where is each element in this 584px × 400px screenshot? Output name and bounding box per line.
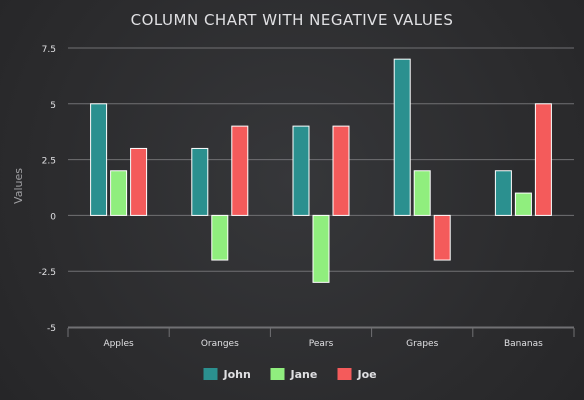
x-tick-label: Bananas: [504, 339, 543, 349]
bar-joe-oranges[interactable]: [231, 125, 249, 216]
x-axis: Apples Oranges Pears Grapes Bananas: [67, 327, 575, 349]
bar-john-apples[interactable]: [90, 103, 108, 216]
y-tick-label: 0: [50, 212, 56, 222]
y-tick-label: 5: [50, 101, 56, 111]
legend: John Jane Joe: [203, 368, 377, 381]
legend-swatch: [337, 368, 352, 380]
y-tick-label: -2.5: [38, 268, 56, 278]
bar-john-bananas[interactable]: [494, 170, 512, 216]
legend-label: John: [223, 368, 251, 381]
legend-item-john[interactable]: John: [203, 368, 251, 381]
bar-john-pears[interactable]: [292, 125, 310, 216]
y-tick-label: 7.5: [42, 45, 56, 55]
x-tick-label: Grapes: [406, 339, 438, 349]
x-tick-label: Apples: [103, 339, 134, 349]
bar-joe-grapes[interactable]: [433, 214, 451, 261]
x-tick-label: Pears: [309, 339, 334, 349]
x-tick-label: Oranges: [201, 339, 239, 349]
bar-jane-pears[interactable]: [312, 214, 330, 283]
legend-label: Joe: [357, 368, 377, 381]
bars: [90, 58, 552, 283]
y-axis-ticks: -5 -2.5 0 2.5 5 7.5: [38, 45, 56, 334]
legend-label: Jane: [290, 368, 318, 381]
legend-item-joe[interactable]: Joe: [337, 368, 377, 381]
y-tick-label: 2.5: [42, 157, 56, 167]
bar-joe-bananas[interactable]: [534, 103, 552, 216]
y-axis-title: Values: [12, 168, 25, 204]
legend-item-jane[interactable]: Jane: [270, 368, 318, 381]
bar-jane-apples[interactable]: [110, 170, 128, 216]
bar-jane-bananas[interactable]: [514, 192, 532, 216]
bar-jane-oranges[interactable]: [211, 214, 229, 261]
y-tick-label: -5: [47, 324, 56, 334]
bar-jane-grapes[interactable]: [413, 170, 431, 216]
chart-title: COLUMN CHART WITH NEGATIVE VALUES: [131, 11, 454, 29]
bar-john-grapes[interactable]: [393, 58, 411, 216]
bar-john-oranges[interactable]: [191, 147, 209, 216]
bar-joe-apples[interactable]: [130, 147, 148, 216]
legend-swatch: [270, 368, 285, 380]
bar-joe-pears[interactable]: [332, 125, 350, 216]
legend-swatch: [203, 368, 218, 380]
